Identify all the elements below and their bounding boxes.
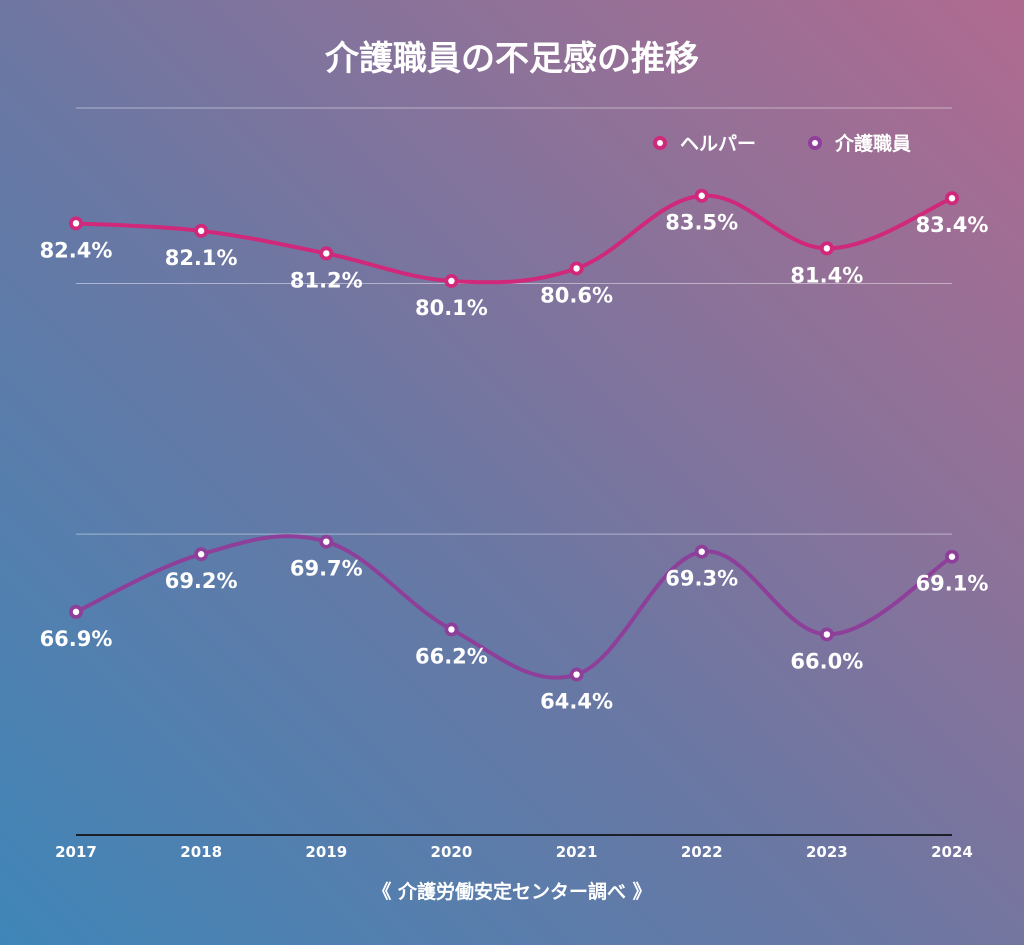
x-axis: 2017 2018 2019 2020 2021 2022 2023 2024 — [55, 843, 973, 861]
data-point-center — [197, 551, 205, 558]
legend-label: 介護職員 — [834, 132, 911, 155]
data-point-center — [948, 553, 956, 560]
x-tick-label: 2022 — [681, 843, 723, 861]
data-label: 64.4% — [540, 690, 613, 714]
series-line-1 — [74, 193, 954, 285]
gridlines — [76, 107, 952, 836]
data-label: 81.2% — [290, 268, 363, 292]
x-tick-label: 2024 — [931, 843, 973, 861]
x-tick-label: 2020 — [431, 843, 473, 861]
data-label: 69.1% — [916, 572, 989, 596]
data-point-center — [948, 195, 956, 202]
data-label: 69.7% — [290, 557, 363, 581]
legend-marker-center — [812, 140, 818, 146]
data-point-center — [823, 631, 831, 638]
data-label: 69.3% — [665, 567, 738, 591]
data-label: 83.5% — [665, 211, 738, 235]
data-label: 81.4% — [790, 263, 863, 287]
data-points — [69, 188, 959, 682]
data-label: 82.4% — [40, 238, 113, 262]
x-tick-label: 2018 — [180, 843, 222, 861]
series-lines — [74, 193, 954, 680]
data-point-center — [448, 277, 455, 285]
data-label: 83.4% — [916, 213, 989, 237]
data-point-center — [573, 265, 580, 272]
data-point-center — [323, 250, 330, 257]
chart-title: 介護職員の不足感の推移 — [325, 39, 699, 79]
data-point-center — [698, 192, 705, 199]
data-point-center — [823, 245, 831, 252]
data-label: 82.1% — [165, 246, 238, 270]
legend-label: ヘルパー — [680, 133, 756, 155]
x-tick-label: 2017 — [55, 843, 97, 861]
data-point-center — [72, 608, 80, 616]
data-label: 66.0% — [790, 649, 863, 673]
data-label: 80.6% — [540, 283, 613, 307]
x-tick-label: 2019 — [305, 843, 347, 861]
source-note: 《 介護労働安定センター調べ 》 — [372, 880, 651, 903]
x-tick-label: 2023 — [806, 843, 848, 861]
data-label: 69.2% — [165, 569, 238, 593]
legend-marker-center — [657, 140, 663, 146]
series-line-2 — [74, 534, 954, 680]
data-point-center — [197, 227, 205, 235]
data-point-center — [573, 671, 580, 678]
x-tick-label: 2021 — [556, 843, 598, 861]
data-point-center — [72, 220, 80, 227]
data-label: 66.9% — [40, 627, 113, 651]
data-point-center — [448, 626, 455, 633]
data-label: 66.2% — [415, 644, 488, 668]
data-labels: 82.4% 82.1% 81.2% 80.1% 80.6% 83.5% 81.4% 83.4%… — [40, 211, 989, 714]
data-point-center — [323, 538, 330, 545]
data-point-center — [698, 548, 705, 555]
legend: ヘルパー 介護職員 — [653, 132, 911, 155]
data-label: 80.1% — [415, 296, 488, 320]
